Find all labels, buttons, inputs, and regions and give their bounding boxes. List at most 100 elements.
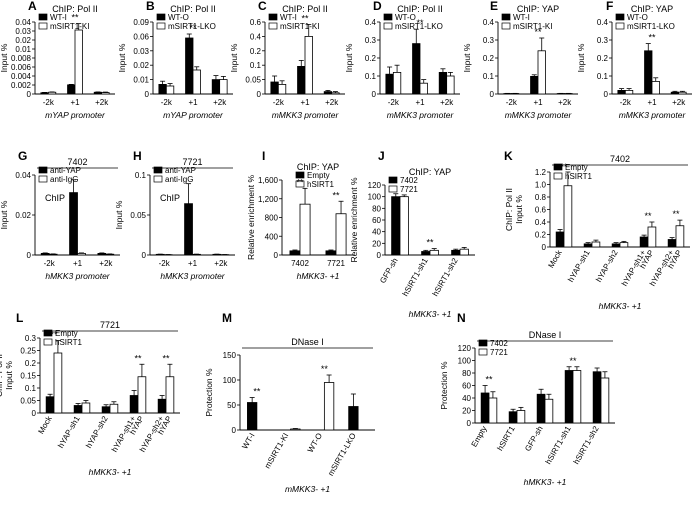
x-tick-label: +1 xyxy=(73,259,83,268)
y-tick-label: 0.3 xyxy=(597,36,609,45)
legend-label: WT-O xyxy=(395,13,416,22)
x-axis-title: hMKK3 promoter xyxy=(45,271,110,281)
x-tick-label: +1 xyxy=(300,98,310,107)
y-tick-label: 0.01 xyxy=(15,45,31,54)
legend-swatch xyxy=(384,14,392,20)
x-axis-title: mMKK3 promoter xyxy=(272,110,340,120)
significance-mark: ** xyxy=(50,330,58,340)
panel-letter: K xyxy=(504,149,513,163)
bar xyxy=(393,72,400,94)
bar xyxy=(298,66,305,94)
y-axis-label: Relative enrichment % xyxy=(246,175,256,260)
bar xyxy=(422,252,430,256)
bar xyxy=(447,76,454,94)
x-tick-label: mSIRT1-KI xyxy=(263,432,291,471)
bar xyxy=(652,81,659,94)
y-axis-label: Protection % xyxy=(204,368,214,417)
bar xyxy=(305,36,312,94)
bar xyxy=(336,214,346,255)
x-tick-label: hYAP-sh2 xyxy=(594,248,620,284)
y-tick-label: 0.1 xyxy=(483,72,495,81)
bar xyxy=(612,244,620,247)
x-tick-label: hSIRT1-sh2 xyxy=(572,424,601,466)
y-tick-label: 0.02 xyxy=(133,61,149,70)
x-tick-label: WT-O xyxy=(306,432,324,455)
x-tick-label: +2k xyxy=(440,98,454,107)
x-tick-label: Empty xyxy=(470,425,489,449)
y-tick-label: 0.4 xyxy=(597,18,609,27)
y-tick-label: 20 xyxy=(462,407,471,416)
inset-label: ChIP xyxy=(160,193,180,203)
y-tick-label: 80 xyxy=(462,369,471,378)
bar xyxy=(439,72,446,94)
y-tick-label: 0.1 xyxy=(25,384,37,393)
bar xyxy=(41,253,49,255)
y-tick-label: 0 xyxy=(32,409,37,418)
y-tick-label: 0.2 xyxy=(365,54,377,63)
bar xyxy=(573,371,581,424)
legend-label: anti-YAP xyxy=(50,166,81,175)
legend-swatch xyxy=(479,340,487,346)
y-tick-label: 0.1 xyxy=(250,61,262,70)
x-tick-label: +2k xyxy=(325,98,339,107)
legend-label: 7402 xyxy=(400,176,418,185)
x-tick-label: 7402 xyxy=(291,259,309,268)
x-tick-label: +2k xyxy=(558,98,572,107)
legend-swatch xyxy=(154,167,162,173)
y-tick-label: 0 xyxy=(490,90,495,99)
bar xyxy=(166,377,174,413)
y-tick-label: 0.1 xyxy=(597,72,609,81)
y-tick-label: 1.0 xyxy=(535,181,547,190)
x-axis-title: hMKK3 promoter xyxy=(160,271,225,281)
bar xyxy=(676,226,684,247)
panel-letter: L xyxy=(16,311,23,325)
bar xyxy=(349,407,358,431)
bar xyxy=(625,90,632,94)
panel-letter: F xyxy=(606,0,613,13)
x-tick-label: -2k xyxy=(388,98,400,107)
y-axis-label: Input % xyxy=(344,43,354,72)
significance-mark: ** xyxy=(71,13,79,23)
significance-mark: ** xyxy=(134,353,142,363)
y-tick-label: 0.3 xyxy=(365,36,377,45)
y-tick-label: 0 xyxy=(377,251,382,260)
y-axis-label: Input % xyxy=(114,200,124,229)
y-tick-label: 0 xyxy=(604,90,609,99)
y-tick-label: 1,600 xyxy=(258,176,279,185)
bar xyxy=(618,90,625,94)
x-tick-label: +1 xyxy=(533,98,543,107)
legend-label: 7721 xyxy=(400,185,418,194)
y-axis-label: Input % xyxy=(117,43,127,72)
bar xyxy=(110,404,118,413)
y-tick-label: 0.3 xyxy=(25,334,37,343)
x-axis-title: mYAP promoter xyxy=(163,110,224,120)
y-tick-label: 100 xyxy=(458,357,472,366)
legend-label: anti-IgG xyxy=(165,175,193,184)
panel-letter: A xyxy=(28,0,37,13)
bar xyxy=(291,429,300,430)
y-tick-label: 0.6 xyxy=(250,18,262,27)
bar xyxy=(332,93,339,94)
x-axis-title: hMKK3- +1 xyxy=(89,467,132,477)
y-axis-label: Input % xyxy=(514,195,524,224)
panel-letter: N xyxy=(457,311,466,325)
significance-mark: ** xyxy=(253,387,261,397)
x-tick-label: hSIRT1-sh2 xyxy=(431,256,460,298)
significance-mark: ** xyxy=(296,177,304,187)
x-tick-label: -2k xyxy=(159,259,171,268)
legend-label: hSIRT1 xyxy=(55,338,83,347)
bar xyxy=(78,253,86,255)
bar xyxy=(537,394,545,423)
legend-swatch xyxy=(554,173,562,179)
bar xyxy=(386,74,393,94)
x-tick-label: +2k xyxy=(213,98,227,107)
y-tick-label: 0 xyxy=(542,243,547,252)
bar xyxy=(300,204,310,255)
panel-letter: C xyxy=(258,0,267,13)
legend-swatch xyxy=(502,14,510,20)
x-tick-label: hSIRT1-sh1 xyxy=(401,256,430,298)
